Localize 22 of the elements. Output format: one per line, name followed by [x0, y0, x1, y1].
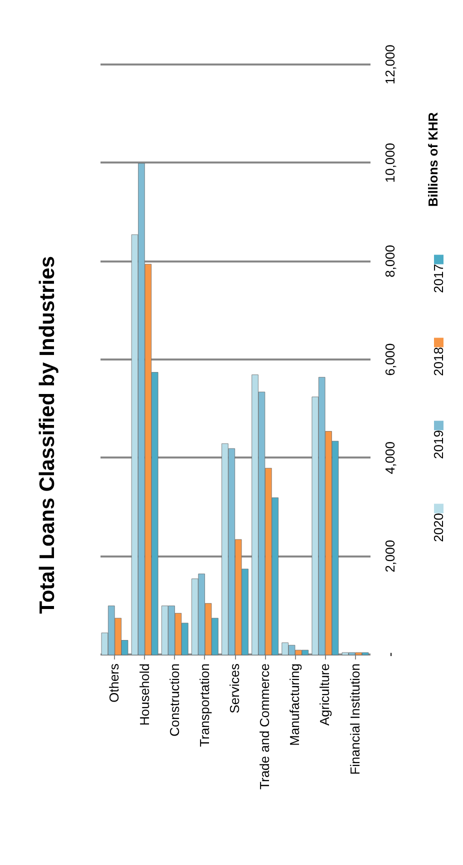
y-tick-label: 2,000 — [382, 540, 398, 572]
legend-label: 2018 — [430, 347, 446, 376]
y-axis-title: Billions of KHR — [426, 112, 440, 207]
y-tick-label: 6,000 — [382, 343, 398, 376]
x-tick-label: Financial Institution — [347, 664, 362, 775]
x-tick-label: Manufacturing — [287, 664, 302, 746]
x-tick-label: Construction — [166, 664, 182, 736]
x-tick-label: Agriculture — [317, 664, 332, 726]
legend-label: 2020 — [430, 513, 446, 542]
text: Total Loans Classified by Industries — [36, 256, 59, 614]
legend-label: 2019 — [430, 430, 446, 459]
x-tick-label: Household — [136, 664, 152, 726]
x-tick-label: Transportation — [196, 664, 212, 747]
y-tick-label: 12,000 — [382, 44, 398, 84]
y-tick-label: 10,000 — [382, 142, 398, 183]
y-tick-label: 4,000 — [382, 442, 398, 474]
x-tick-label: Others — [106, 663, 122, 703]
x-tick-label: Services — [227, 663, 242, 714]
legend-label: 2017 — [430, 264, 446, 293]
y-tick-label: 8,000 — [382, 244, 398, 278]
y-tick-label: - — [382, 652, 398, 657]
x-tick-label: Trade and Commerce — [257, 664, 272, 790]
